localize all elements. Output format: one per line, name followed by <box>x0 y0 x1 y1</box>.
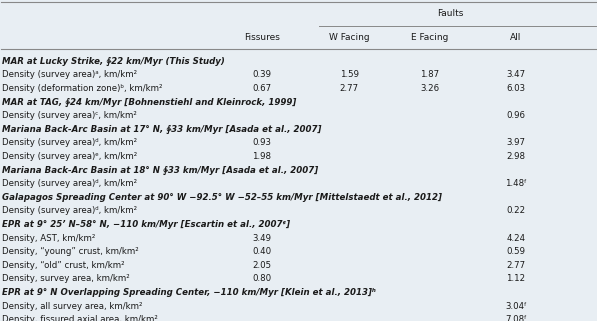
Text: EPR at 9° 25’ N–58° N, −110 km/Myr [Escartin et al., 2007ᶝ]: EPR at 9° 25’ N–58° N, −110 km/Myr [Esca… <box>2 220 291 229</box>
Text: EPR at 9° N Overlapping Spreading Center, −110 km/Myr [Klein et al., 2013]ʰ: EPR at 9° N Overlapping Spreading Center… <box>2 288 376 297</box>
Text: 1.87: 1.87 <box>420 70 439 79</box>
Text: 7.08ᶠ: 7.08ᶠ <box>505 315 527 321</box>
Text: Density, fissured axial area, km/km²: Density, fissured axial area, km/km² <box>2 315 158 321</box>
Text: 2.77: 2.77 <box>506 261 525 270</box>
Text: MAR at Lucky Strike, ∲22 km/Myr (This Study): MAR at Lucky Strike, ∲22 km/Myr (This St… <box>2 57 225 66</box>
Text: 3.26: 3.26 <box>420 84 439 93</box>
Text: Density (survey area)ᵃ, km/km²: Density (survey area)ᵃ, km/km² <box>2 70 137 79</box>
Text: 4.24: 4.24 <box>506 234 525 243</box>
Text: 6.03: 6.03 <box>506 84 525 93</box>
Text: 0.67: 0.67 <box>252 84 271 93</box>
Text: 0.59: 0.59 <box>506 247 525 256</box>
Text: Galapagos Spreading Center at 90° W −92.5° W −52–55 km/Myr [Mittelstaedt et al.,: Galapagos Spreading Center at 90° W −92.… <box>2 193 442 202</box>
Text: Density (survey area)ᵈ, km/km²: Density (survey area)ᵈ, km/km² <box>2 206 137 215</box>
Text: 0.22: 0.22 <box>506 206 525 215</box>
Text: Density (survey area)ᶜ, km/km²: Density (survey area)ᶜ, km/km² <box>2 111 137 120</box>
Text: MAR at TAG, ∲24 km/Myr [Bohnenstiehl and Kleinrock, 1999]: MAR at TAG, ∲24 km/Myr [Bohnenstiehl and… <box>2 98 297 107</box>
Text: 0.93: 0.93 <box>252 138 271 147</box>
Text: Fissures: Fissures <box>244 33 279 42</box>
Text: Density, “old” crust, km/km²: Density, “old” crust, km/km² <box>2 261 125 270</box>
Text: 3.04ᶠ: 3.04ᶠ <box>505 301 527 310</box>
Text: Density, all survey area, km/km²: Density, all survey area, km/km² <box>2 301 143 310</box>
Text: 0.96: 0.96 <box>506 111 525 120</box>
Text: 3.47: 3.47 <box>506 70 525 79</box>
Text: 2.98: 2.98 <box>506 152 525 161</box>
Text: Density, “young” crust, km/km²: Density, “young” crust, km/km² <box>2 247 139 256</box>
Text: Density, survey area, km/km²: Density, survey area, km/km² <box>2 274 130 283</box>
Text: 2.05: 2.05 <box>252 261 271 270</box>
Text: 1.12: 1.12 <box>506 274 525 283</box>
Text: Density (survey area)ᵈ, km/km²: Density (survey area)ᵈ, km/km² <box>2 138 137 147</box>
Text: Density (deformation zone)ᵇ, km/km²: Density (deformation zone)ᵇ, km/km² <box>2 84 163 93</box>
Text: Mariana Back-Arc Basin at 18° N ∲33 km/Myr [Asada et al., 2007]: Mariana Back-Arc Basin at 18° N ∲33 km/M… <box>2 166 319 175</box>
Text: 0.39: 0.39 <box>252 70 271 79</box>
Text: 1.48ᶠ: 1.48ᶠ <box>505 179 527 188</box>
Text: 1.98: 1.98 <box>252 152 271 161</box>
Text: 3.97: 3.97 <box>506 138 525 147</box>
Text: Faults: Faults <box>437 10 463 19</box>
Text: E Facing: E Facing <box>411 33 448 42</box>
Text: Density (survey area)ᵉ, km/km²: Density (survey area)ᵉ, km/km² <box>2 152 138 161</box>
Text: 2.77: 2.77 <box>340 84 359 93</box>
Text: All: All <box>510 33 522 42</box>
Text: 0.40: 0.40 <box>252 247 271 256</box>
Text: 3.49: 3.49 <box>252 234 271 243</box>
Text: W Facing: W Facing <box>329 33 370 42</box>
Text: Density, AST, km/km²: Density, AST, km/km² <box>2 234 96 243</box>
Text: 1.59: 1.59 <box>340 70 359 79</box>
Text: Mariana Back-Arc Basin at 17° N, ∲33 km/Myr [Asada et al., 2007]: Mariana Back-Arc Basin at 17° N, ∲33 km/… <box>2 125 322 134</box>
Text: Density (survey area)ᵈ, km/km²: Density (survey area)ᵈ, km/km² <box>2 179 137 188</box>
Text: 0.80: 0.80 <box>252 274 271 283</box>
